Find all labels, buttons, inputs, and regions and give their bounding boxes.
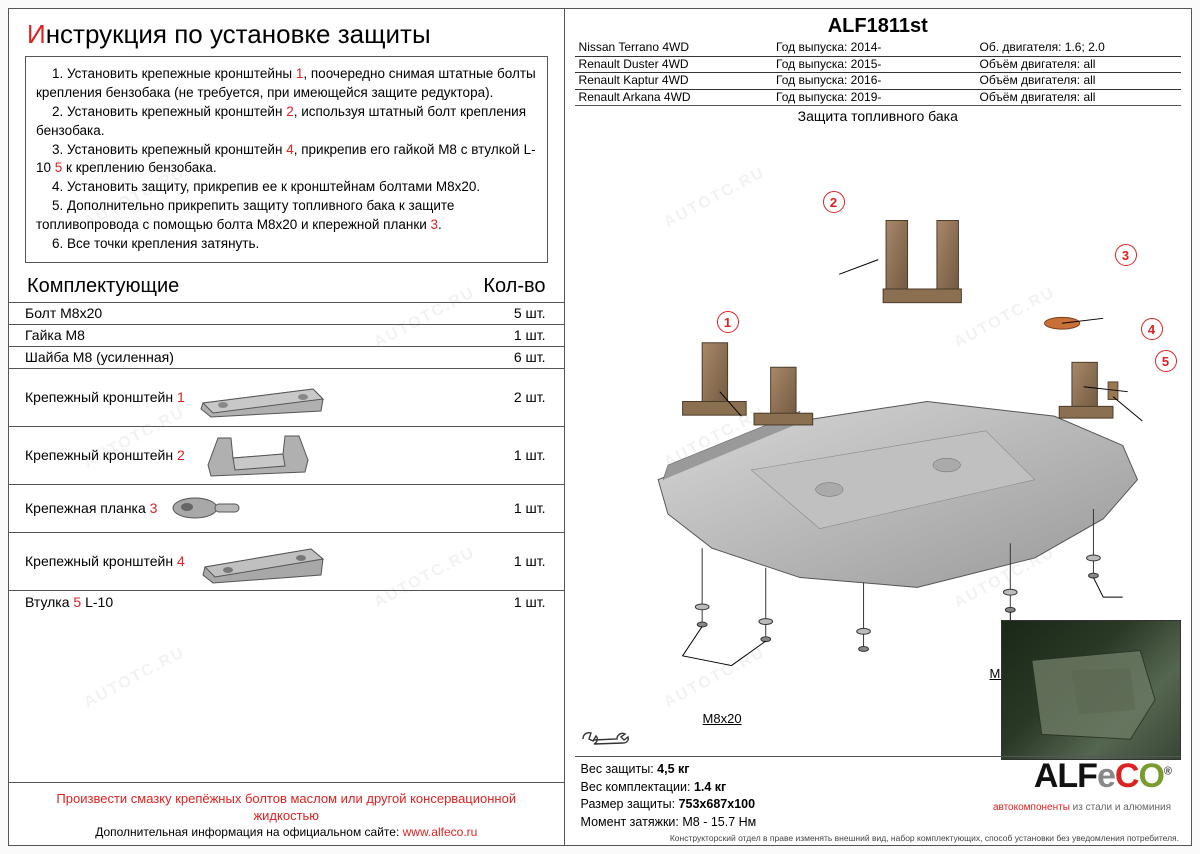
title-first-letter: И bbox=[27, 19, 46, 49]
part-number: ALF1811st bbox=[565, 9, 1191, 38]
table-row: Крепежная планка 31 шт. bbox=[9, 485, 564, 533]
parts-header-qty: Кол-во bbox=[483, 275, 545, 298]
label-m8x20-left: M8x20 bbox=[703, 711, 742, 726]
logo-o: O bbox=[1138, 757, 1163, 795]
part-name: Втулка 5 L-10 bbox=[9, 592, 494, 612]
part-qty: 6 шт. bbox=[494, 349, 564, 365]
page-frame: AUTOTC.RU AUTOTC.RU AUTOTC.RU AUTOTC.RU … bbox=[8, 8, 1192, 846]
spec-year: Год выпуска: 2014- bbox=[776, 40, 979, 56]
spec-year: Год выпуска: 2016- bbox=[776, 73, 979, 89]
spec-year: Год выпуска: 2019- bbox=[776, 90, 979, 106]
table-row: Крепежный кронштейн 41 шт. bbox=[9, 533, 564, 591]
spec-engine: Об. двигателя: 1.6; 2.0 bbox=[979, 40, 1176, 56]
table-row: Втулка 5 L-101 шт. bbox=[9, 591, 564, 613]
instruction-line: 4. Установить защиту, прикрепив ее к кро… bbox=[36, 178, 537, 197]
spec-row: Renault Kaptur 4WDГод выпуска: 2016-Объё… bbox=[575, 73, 1181, 90]
table-row: Болт М8х205 шт. bbox=[9, 303, 564, 325]
registered-icon: ® bbox=[1164, 766, 1171, 778]
info-line: Дополнительная информация на официальном… bbox=[25, 825, 548, 839]
instruction-line: 5. Дополнительно прикрепить защиту топли… bbox=[36, 197, 537, 235]
spec-table: Nissan Terrano 4WDГод выпуска: 2014-Об. … bbox=[575, 40, 1181, 106]
torque: Момент затяжки: М8 - 15.7 Нм bbox=[581, 814, 1175, 832]
spec-vehicle: Nissan Terrano 4WD bbox=[579, 40, 776, 56]
spec-engine: Объём двигателя: all bbox=[979, 73, 1176, 89]
left-column: Инструкция по установке защиты 1. Устано… bbox=[9, 9, 565, 845]
spec-vehicle: Renault Duster 4WD bbox=[579, 57, 776, 73]
title-rest: нструкция по установке защиты bbox=[46, 19, 431, 49]
fine-print: Конструкторский отдел в праве изменять в… bbox=[565, 833, 1191, 845]
installed-photo bbox=[1001, 620, 1181, 760]
site-link[interactable]: www.alfeco.ru bbox=[403, 825, 478, 839]
logo-e: e bbox=[1097, 757, 1115, 795]
bottom-info: Вес защиты: 4,5 кг Вес комплектации: 1.4… bbox=[575, 756, 1181, 833]
part-qty: 5 шт. bbox=[494, 305, 564, 321]
table-row: Крепежный кронштейн 21 шт. bbox=[9, 427, 564, 485]
wrench-icon bbox=[579, 728, 635, 750]
parts-table-header: Комплектующие Кол-во bbox=[9, 273, 564, 300]
right-column: ALF1811st Nissan Terrano 4WDГод выпуска:… bbox=[565, 9, 1191, 845]
callout-4: 4 bbox=[1141, 318, 1163, 340]
warning-text: Произвести смазку крепёжных болтов масло… bbox=[25, 791, 548, 825]
callout-2: 2 bbox=[823, 191, 845, 213]
instruction-line: 3. Установить крепежный кронштейн 4, при… bbox=[36, 141, 537, 179]
spec-row: Renault Duster 4WDГод выпуска: 2015-Объё… bbox=[575, 57, 1181, 74]
part-qty: 1 шт. bbox=[494, 594, 564, 610]
spec-vehicle: Renault Kaptur 4WD bbox=[579, 73, 776, 89]
spec-year: Год выпуска: 2015- bbox=[776, 57, 979, 73]
spec-row: Renault Arkana 4WDГод выпуска: 2019-Объё… bbox=[575, 90, 1181, 106]
logo-c: C bbox=[1115, 757, 1139, 795]
part-name: Крепежный кронштейн 1 bbox=[9, 373, 494, 421]
part-qty: 1 шт. bbox=[494, 500, 564, 516]
part-name: Болт М8х20 bbox=[9, 303, 494, 323]
callout-5: 5 bbox=[1155, 350, 1177, 372]
parts-table: Болт М8х205 шт.Гайка М81 шт.Шайба М8 (ус… bbox=[9, 302, 564, 783]
table-row: Шайба М8 (усиленная)6 шт. bbox=[9, 347, 564, 369]
brand-logo: ALFeCO® автокомпоненты из стали и алюмин… bbox=[993, 753, 1171, 815]
table-row: Гайка М81 шт. bbox=[9, 325, 564, 347]
instruction-line: 1. Установить крепежные кронштейны 1, по… bbox=[36, 65, 537, 103]
part-qty: 2 шт. bbox=[494, 389, 564, 405]
logo-alf: ALF bbox=[1034, 757, 1097, 795]
page-title: Инструкция по установке защиты bbox=[9, 9, 564, 56]
part-qty: 1 шт. bbox=[494, 553, 564, 569]
part-qty: 1 шт. bbox=[494, 327, 564, 343]
callout-1: 1 bbox=[717, 311, 739, 333]
footer-left: Произвести смазку крепёжных болтов масло… bbox=[9, 783, 564, 845]
part-qty: 1 шт. bbox=[494, 447, 564, 463]
spec-row: Nissan Terrano 4WDГод выпуска: 2014-Об. … bbox=[575, 40, 1181, 57]
part-name: Крепежный кронштейн 2 bbox=[9, 428, 494, 482]
diagram-area: Защита топливного бака bbox=[575, 106, 1181, 756]
spec-engine: Объём двигателя: all bbox=[979, 90, 1176, 106]
spec-engine: Объём двигателя: all bbox=[979, 57, 1176, 73]
part-name: Гайка М8 bbox=[9, 325, 494, 345]
part-name: Шайба М8 (усиленная) bbox=[9, 347, 494, 367]
instruction-line: 2. Установить крепежный кронштейн 2, исп… bbox=[36, 103, 537, 141]
instructions-box: 1. Установить крепежные кронштейны 1, по… bbox=[25, 56, 548, 263]
info-text: Дополнительная информация на официальном… bbox=[95, 825, 402, 839]
spec-vehicle: Renault Arkana 4WD bbox=[579, 90, 776, 106]
logo-subtitle: автокомпоненты из стали и алюминия bbox=[993, 801, 1171, 815]
part-name: Крепежный кронштейн 4 bbox=[9, 535, 494, 587]
callout-3: 3 bbox=[1115, 244, 1137, 266]
part-name: Крепежная планка 3 bbox=[9, 491, 494, 525]
table-row: Крепежный кронштейн 12 шт. bbox=[9, 369, 564, 427]
parts-header-name: Комплектующие bbox=[27, 275, 179, 298]
instruction-line: 6. Все точки крепления затянуть. bbox=[36, 235, 537, 254]
